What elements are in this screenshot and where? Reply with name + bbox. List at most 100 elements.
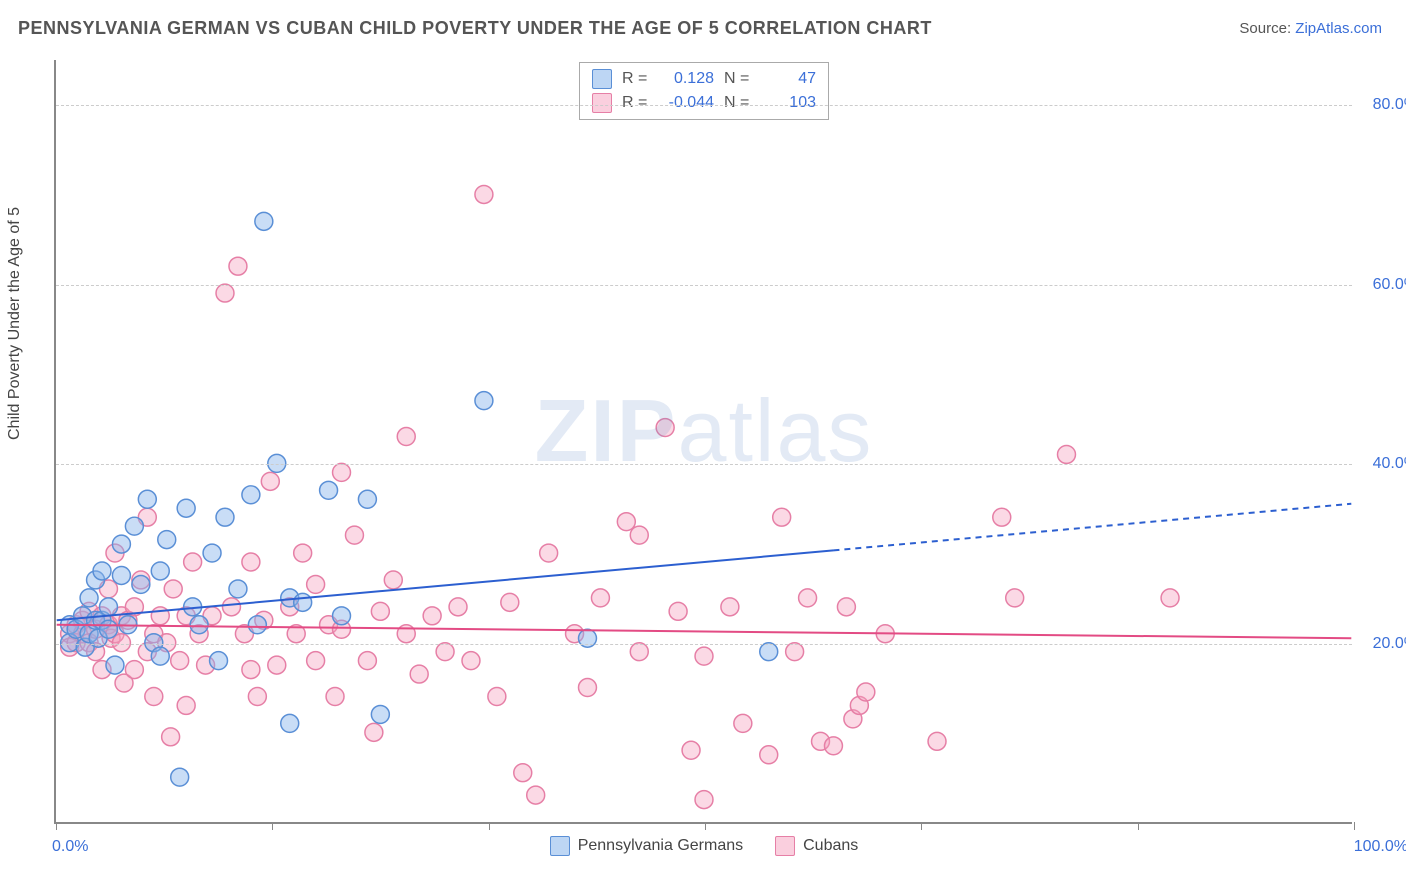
- r-val-blue: 0.128: [658, 70, 714, 88]
- scatter-point: [695, 647, 713, 665]
- r-key2: R =: [622, 94, 648, 112]
- scatter-point: [138, 490, 156, 508]
- n-key2: N =: [724, 94, 750, 112]
- scatter-point: [171, 768, 189, 786]
- stats-row-pink: R = -0.044 N = 103: [592, 91, 816, 115]
- scatter-svg: [56, 60, 1352, 822]
- scatter-point: [229, 257, 247, 275]
- scatter-point: [210, 652, 228, 670]
- scatter-point: [162, 728, 180, 746]
- scatter-point: [857, 683, 875, 701]
- scatter-point: [164, 580, 182, 598]
- scatter-point: [100, 620, 118, 638]
- gridline: [56, 644, 1352, 645]
- scatter-point: [333, 463, 351, 481]
- r-key: R =: [622, 70, 648, 88]
- scatter-point: [333, 607, 351, 625]
- xtick-mark: [489, 822, 490, 830]
- ytick-label: 60.0%: [1358, 276, 1406, 294]
- scatter-point: [112, 535, 130, 553]
- scatter-point: [242, 661, 260, 679]
- swatch-pink-icon: [592, 93, 612, 113]
- scatter-point: [371, 602, 389, 620]
- legend-item-blue: Pennsylvania Germans: [550, 836, 743, 856]
- scatter-point: [294, 593, 312, 611]
- scatter-point: [184, 553, 202, 571]
- stats-row-blue: R = 0.128 N = 47: [592, 67, 816, 91]
- scatter-point: [248, 616, 266, 634]
- chart-container: PENNSYLVANIA GERMAN VS CUBAN CHILD POVER…: [0, 0, 1406, 892]
- scatter-point: [824, 737, 842, 755]
- scatter-point: [242, 486, 260, 504]
- n-val-pink: 103: [760, 94, 816, 112]
- scatter-point: [1161, 589, 1179, 607]
- scatter-point: [799, 589, 817, 607]
- scatter-point: [993, 508, 1011, 526]
- legend-label-pink: Cubans: [803, 837, 858, 855]
- scatter-point: [734, 714, 752, 732]
- scatter-point: [268, 656, 286, 674]
- scatter-point: [248, 688, 266, 706]
- scatter-point: [358, 652, 376, 670]
- scatter-point: [656, 419, 674, 437]
- source-link[interactable]: ZipAtlas.com: [1295, 20, 1382, 37]
- scatter-point: [682, 741, 700, 759]
- ytick-label: 80.0%: [1358, 96, 1406, 114]
- scatter-point: [190, 616, 208, 634]
- scatter-point: [112, 566, 130, 584]
- plot-area: ZIPatlas R = 0.128 N = 47 R = -0.044 N =…: [54, 60, 1352, 824]
- xtick-mark: [705, 822, 706, 830]
- scatter-point: [501, 593, 519, 611]
- scatter-point: [462, 652, 480, 670]
- scatter-point: [371, 705, 389, 723]
- scatter-point: [100, 598, 118, 616]
- scatter-point: [203, 544, 221, 562]
- scatter-point: [125, 661, 143, 679]
- gridline: [56, 105, 1352, 106]
- scatter-point: [320, 481, 338, 499]
- scatter-point: [326, 688, 344, 706]
- xtick-mark: [921, 822, 922, 830]
- scatter-point: [760, 643, 778, 661]
- swatch-blue-icon: [550, 836, 570, 856]
- gridline: [56, 464, 1352, 465]
- scatter-point: [397, 428, 415, 446]
- scatter-point: [268, 454, 286, 472]
- scatter-point: [786, 643, 804, 661]
- scatter-point: [80, 589, 98, 607]
- source-label: Source:: [1239, 20, 1295, 37]
- scatter-point: [307, 652, 325, 670]
- scatter-point: [281, 714, 299, 732]
- swatch-pink-icon: [775, 836, 795, 856]
- scatter-point: [475, 185, 493, 203]
- ytick-label: 40.0%: [1358, 455, 1406, 473]
- scatter-point: [630, 526, 648, 544]
- scatter-point: [294, 544, 312, 562]
- scatter-point: [261, 472, 279, 490]
- chart-title: PENNSYLVANIA GERMAN VS CUBAN CHILD POVER…: [18, 18, 932, 39]
- scatter-point: [177, 696, 195, 714]
- scatter-point: [410, 665, 428, 683]
- scatter-point: [760, 746, 778, 764]
- scatter-point: [125, 517, 143, 535]
- scatter-point: [158, 531, 176, 549]
- scatter-point: [365, 723, 383, 741]
- stats-legend: R = 0.128 N = 47 R = -0.044 N = 103: [579, 62, 829, 120]
- scatter-point: [630, 643, 648, 661]
- xtick-mark: [1354, 822, 1355, 830]
- scatter-point: [106, 656, 124, 674]
- scatter-point: [307, 575, 325, 593]
- legend-label-blue: Pennsylvania Germans: [578, 837, 743, 855]
- scatter-point: [112, 634, 130, 652]
- y-axis-label: Child Poverty Under the Age of 5: [6, 207, 24, 440]
- scatter-point: [514, 764, 532, 782]
- scatter-point: [449, 598, 467, 616]
- scatter-point: [171, 652, 189, 670]
- scatter-point: [216, 508, 234, 526]
- series-legend: Pennsylvania Germans Cubans: [56, 836, 1352, 856]
- gridline: [56, 285, 1352, 286]
- r-val-pink: -0.044: [658, 94, 714, 112]
- scatter-point: [579, 679, 597, 697]
- n-val-blue: 47: [760, 70, 816, 88]
- xtick-mark: [56, 822, 57, 830]
